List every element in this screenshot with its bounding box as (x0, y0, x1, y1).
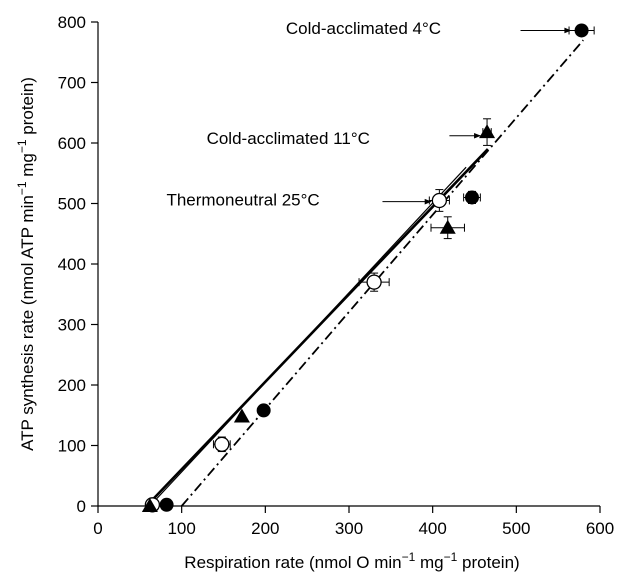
data-point-filled-triangle (439, 219, 456, 234)
fit-line-series-3 (180, 39, 584, 507)
data-point-filled-triangle (479, 124, 496, 139)
y-tick-label: 700 (58, 74, 86, 93)
annotation-label-2: Cold-acclimated 11°C (207, 129, 370, 148)
fit-line-series-2 (145, 148, 489, 507)
y-tick-label: 500 (58, 195, 86, 214)
x-axis-label: Respiration rate (nmol O min−1 mg−1 prot… (184, 550, 519, 572)
y-axis-label: ATP synthesis rate (nmol ATP min−1 mg−1 … (15, 77, 37, 451)
y-tick-label: 300 (58, 316, 86, 335)
x-tick-label: 500 (502, 519, 530, 538)
x-tick-label: 300 (335, 519, 363, 538)
y-tick-label: 200 (58, 376, 86, 395)
x-tick-label: 0 (93, 519, 102, 538)
y-tick-label: 0 (77, 497, 86, 516)
y-tick-label: 600 (58, 134, 86, 153)
data-point-open-circle (366, 274, 382, 290)
data-point-open-circle (214, 436, 230, 452)
annotation-label-1: Cold-acclimated 4°C (286, 19, 441, 38)
y-tick-label: 100 (58, 437, 86, 456)
data-point-filled-triangle (141, 498, 158, 512)
data-point-filled-triangle (233, 408, 250, 423)
x-tick-label: 100 (167, 519, 195, 538)
data-point-filled-circle (256, 403, 271, 418)
plot-area: 0 100 200 300 400 500 600 700 800 0 100 200 300 400 50… (58, 13, 615, 538)
data-point-open-circle (431, 192, 448, 209)
y-tick-label: 800 (58, 13, 86, 32)
data-point-filled-circle (159, 497, 174, 512)
data-point-filled-circle (574, 23, 589, 38)
x-tick-label: 200 (251, 519, 279, 538)
data-point-filled-circle (464, 190, 479, 205)
y-tick-label: 400 (58, 255, 86, 274)
x-tick-label: 600 (586, 519, 614, 538)
x-tick-label: 400 (418, 519, 446, 538)
annotation-label-3: Thermoneutral 25°C (166, 190, 319, 209)
